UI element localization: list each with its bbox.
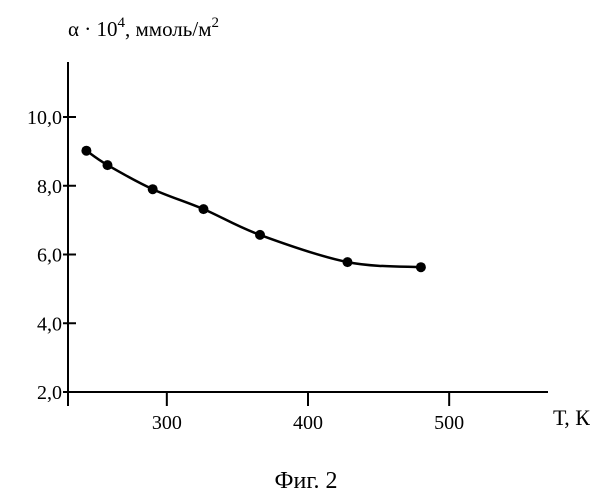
data-point: [343, 257, 353, 267]
y-axis-label-unit-exponent: 2: [211, 15, 219, 31]
data-point: [148, 184, 158, 194]
data-point: [81, 146, 91, 156]
y-axis-label: α · 104, ммоль/м2: [68, 15, 219, 41]
axes: [68, 62, 548, 406]
y-tick-label: 4,0: [37, 313, 62, 335]
x-tick-label: 300: [152, 412, 182, 434]
series-line: [86, 151, 421, 268]
y-tick-label: 8,0: [37, 176, 62, 198]
figure-caption: Фиг. 2: [275, 468, 338, 494]
x-axis-label: Т, К: [553, 405, 590, 430]
y-axis-label-unit: , ммоль/м: [125, 17, 211, 41]
y-axis-label-base: α · 10: [68, 17, 118, 41]
x-tick-label: 500: [434, 412, 464, 434]
y-tick-label: 2,0: [37, 382, 62, 404]
data-point: [199, 204, 209, 214]
data-point: [103, 160, 113, 170]
data-point: [416, 262, 426, 272]
y-tick-label: 6,0: [37, 245, 62, 267]
plot-area: [81, 146, 426, 273]
x-tick-label: 400: [293, 412, 323, 434]
data-point: [255, 230, 265, 240]
y-tick-label: 10,0: [27, 107, 62, 129]
